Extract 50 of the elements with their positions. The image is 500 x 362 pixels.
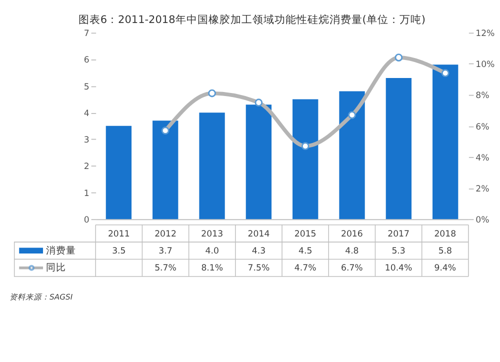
y2-tick-label: 2% <box>476 184 490 194</box>
legend-label: 消费量 <box>46 244 76 257</box>
y-tick-label: 5 <box>84 82 90 92</box>
y-tick-label: 0 <box>84 215 90 226</box>
x-tick-label: 2011 <box>108 229 130 240</box>
x-tick-label: 2016 <box>341 229 363 240</box>
data-label: 10.4% <box>384 264 412 274</box>
bar <box>152 120 178 220</box>
data-label: 7.5% <box>248 264 270 274</box>
data-label: 4.3 <box>252 246 266 257</box>
data-label: 5.3 <box>392 246 406 257</box>
data-label: 5.7% <box>154 264 176 274</box>
y2-tick-label: 4% <box>476 153 490 164</box>
y-tick-label: 3 <box>84 136 90 146</box>
x-tick-label: 2013 <box>201 229 224 240</box>
data-label: 9.4% <box>434 264 456 274</box>
x-tick-label: 2018 <box>434 229 456 240</box>
data-label: 3.5 <box>112 246 126 257</box>
y-tick-label: 4 <box>84 108 90 119</box>
y2-tick-label: 6% <box>476 122 490 132</box>
y2-tick-label: 12% <box>476 29 495 40</box>
data-label: 4.0 <box>205 246 219 257</box>
data-label: 4.7% <box>294 264 316 274</box>
bar <box>432 64 458 220</box>
y-tick-label: 1 <box>84 188 90 199</box>
bar <box>339 91 365 220</box>
bar <box>292 99 318 220</box>
y-tick-label: 6 <box>84 56 90 66</box>
chart-title: 图表6：2011-2018年中国橡胶加工领域功能性硅烷消费量(单位：万吨) <box>78 13 426 26</box>
y2-tick-label: 10% <box>476 60 495 70</box>
data-label: 5.8 <box>438 246 452 257</box>
legend-label: 同比 <box>46 262 66 274</box>
bar <box>386 78 412 220</box>
text: 资料来源：SAGSI <box>10 292 74 302</box>
y-tick-label: 7 <box>84 29 90 40</box>
bar <box>199 112 225 220</box>
bar <box>246 104 272 220</box>
y2-tick-label: 0% <box>476 215 490 226</box>
y2-tick-label: 8% <box>476 91 490 102</box>
data-label: 3.7 <box>158 246 172 257</box>
data-label: 4.8 <box>345 246 359 257</box>
x-tick-label: 2015 <box>294 229 316 240</box>
x-tick-label: 2017 <box>388 229 410 240</box>
x-tick-label: 2014 <box>248 229 270 240</box>
data-label: 4.5 <box>298 246 312 257</box>
data-label: 6.7% <box>341 264 363 274</box>
data-label: 8.1% <box>201 264 224 274</box>
bar <box>106 126 132 220</box>
x-tick-label: 2012 <box>154 229 176 240</box>
y-tick-label: 2 <box>84 162 90 172</box>
